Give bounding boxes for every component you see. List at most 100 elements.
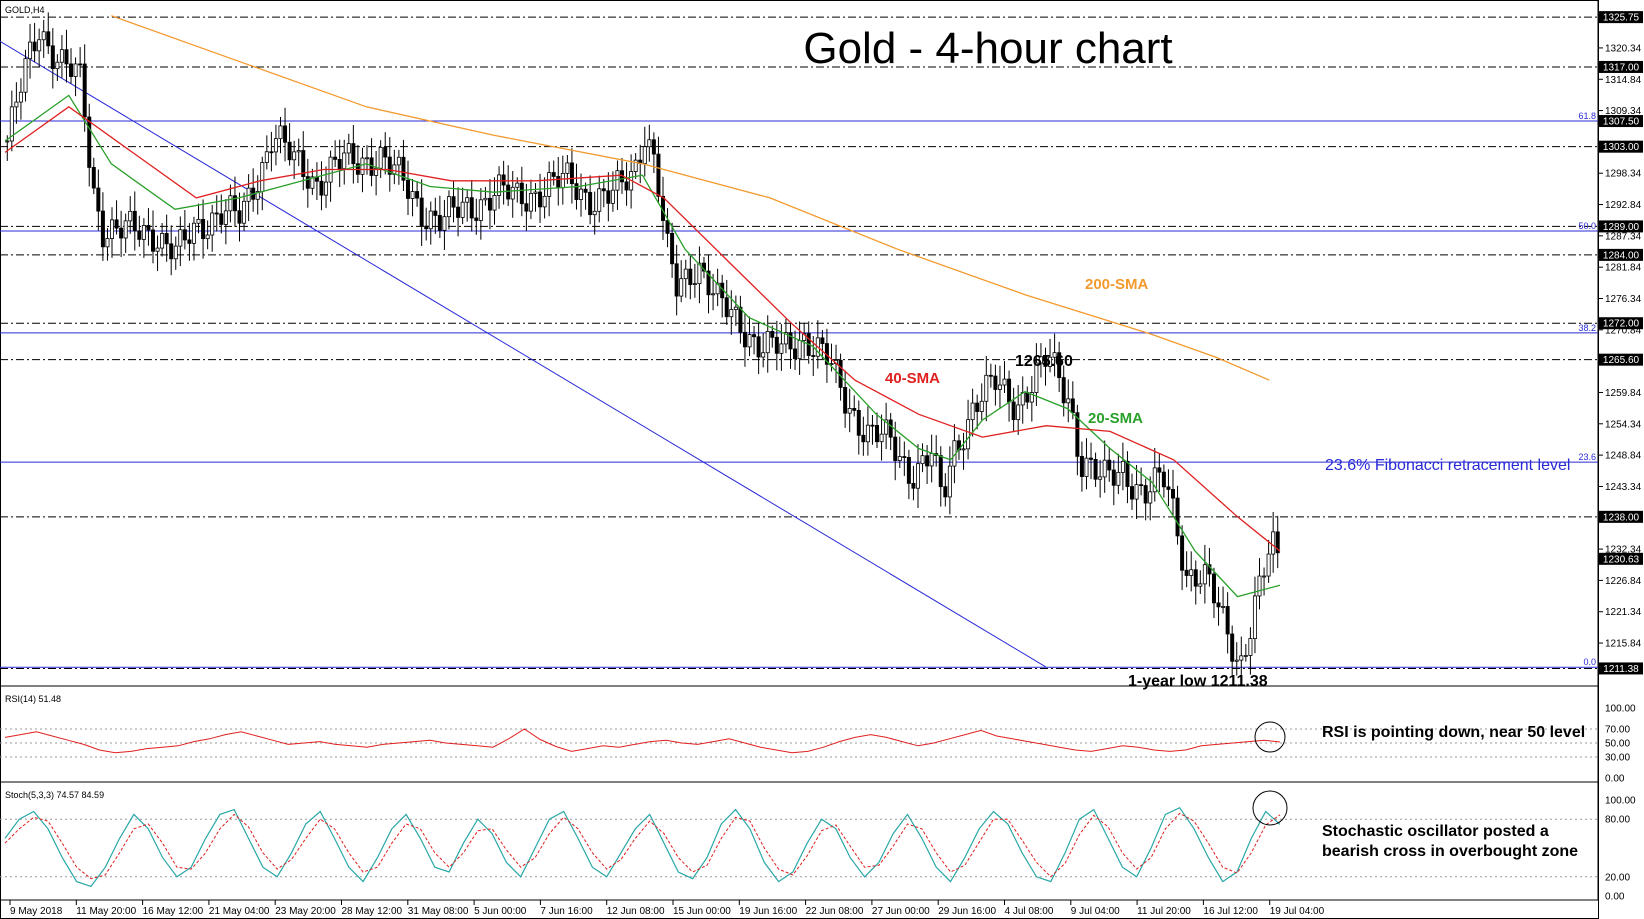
candle-body [1170, 489, 1175, 499]
candle-body [1211, 573, 1216, 604]
candle-body [911, 482, 916, 489]
candle-body [456, 206, 461, 218]
candle-body [100, 210, 105, 248]
price-badge-label: 1284.00 [1603, 250, 1640, 261]
stoch-axis-label: 100.00 [1605, 796, 1636, 807]
candle-body [975, 402, 980, 412]
candle-body [665, 220, 670, 234]
candle-body [333, 156, 338, 160]
price-tick-label: 1314.84 [1605, 75, 1642, 86]
candle-body [64, 49, 69, 65]
candle-body [888, 419, 893, 438]
stoch-axis-label: 0.00 [1605, 892, 1625, 903]
rsi-line [4, 728, 1281, 754]
candle-body [337, 159, 342, 170]
candle-body [747, 334, 752, 348]
stoch-axis-label: 20.00 [1605, 872, 1630, 883]
candle-body [742, 331, 747, 348]
candle-body [1134, 484, 1139, 500]
time-tick-label: 19 Jul 04:00 [1270, 906, 1325, 917]
rsi-header: RSI(14) 51.48 [5, 694, 61, 704]
symbol-label: GOLD,H4 [5, 5, 45, 15]
candle-body [506, 184, 511, 200]
candle-body [478, 199, 483, 221]
candle-body [656, 153, 661, 197]
candle-body [865, 424, 870, 443]
candle-body [232, 195, 237, 212]
price-badges: 1325.75 1317.00 1307.50 1303.00 1289.00 1284.… [1599, 11, 1643, 675]
candle-body [1248, 638, 1253, 656]
time-tick-label: 15 Jun 00:00 [673, 906, 731, 917]
candle-body [984, 374, 989, 402]
candle-body [551, 172, 556, 177]
time-tick-label: 28 May 12:00 [342, 906, 403, 917]
candle-body [210, 212, 215, 236]
candle-body [46, 31, 51, 47]
candle-body [424, 225, 429, 230]
candle-body [9, 106, 14, 142]
fib-ratio-label: 61.8 [1578, 111, 1596, 121]
candle-body [497, 174, 502, 196]
candle-body [460, 201, 465, 218]
candle-body [1198, 583, 1203, 587]
price-badge-box [1599, 317, 1643, 330]
candle-body [1075, 412, 1080, 457]
candle-body [269, 151, 274, 154]
time-tick-label: 21 May 04:00 [209, 906, 270, 917]
candle-body [884, 419, 889, 435]
candle-body [938, 455, 943, 488]
candle-body [774, 336, 779, 354]
candle-body [50, 45, 55, 70]
price-badge-label: 1265.60 [1603, 355, 1640, 366]
candle-body [1221, 606, 1226, 608]
candle-body [879, 433, 884, 443]
candle-body [91, 167, 96, 189]
candle-body [278, 125, 283, 140]
candle-body [519, 182, 524, 205]
candle-body [442, 216, 447, 231]
time-tick-label: 9 Jul 04:00 [1071, 906, 1120, 917]
candle-body [1002, 378, 1007, 386]
price-tick-label: 1254.34 [1605, 419, 1642, 430]
candle-body [219, 213, 224, 225]
candle-body [73, 63, 78, 77]
candle-body [301, 150, 306, 177]
candle-body [1157, 467, 1162, 473]
candle-body [1107, 459, 1112, 471]
candle-body [182, 229, 187, 241]
candle-body [542, 195, 547, 208]
candle-body [1025, 392, 1030, 403]
candle-body [802, 333, 807, 341]
candle-body [128, 210, 133, 222]
candles [5, 12, 1280, 680]
candle-body [993, 375, 998, 390]
candle-body [515, 182, 520, 188]
price-tick-label: 1232.34 [1605, 545, 1642, 556]
candle-body [765, 331, 770, 354]
candle-body [264, 151, 269, 163]
candle-body [123, 220, 128, 239]
candle-body [374, 167, 379, 176]
candle-body [688, 268, 693, 285]
candle-body [164, 233, 169, 245]
candle-body [756, 336, 761, 358]
candle-body [1239, 655, 1244, 661]
candle-body [401, 156, 406, 181]
time-tick-label: 16 Jul 12:00 [1203, 906, 1258, 917]
time-tick-label: 19 Jun 16:00 [739, 906, 797, 917]
candle-body [242, 200, 247, 224]
candle-body [797, 340, 802, 360]
sma-line-20-sma [4, 94, 1281, 598]
price-badge-box [1599, 248, 1643, 261]
candle-body [55, 61, 60, 70]
price-tick-label: 1320.34 [1605, 43, 1642, 54]
sma-line-200-sma [111, 15, 1270, 381]
time-tick-label: 29 Jun 16:00 [938, 906, 996, 917]
candle-body [1161, 471, 1166, 488]
candle-body [925, 455, 930, 467]
candle-body [446, 196, 451, 218]
candle-body [287, 141, 292, 161]
candle-body [196, 218, 201, 224]
candle-body [387, 156, 392, 175]
sma200-label: 200-SMA [1085, 276, 1149, 293]
